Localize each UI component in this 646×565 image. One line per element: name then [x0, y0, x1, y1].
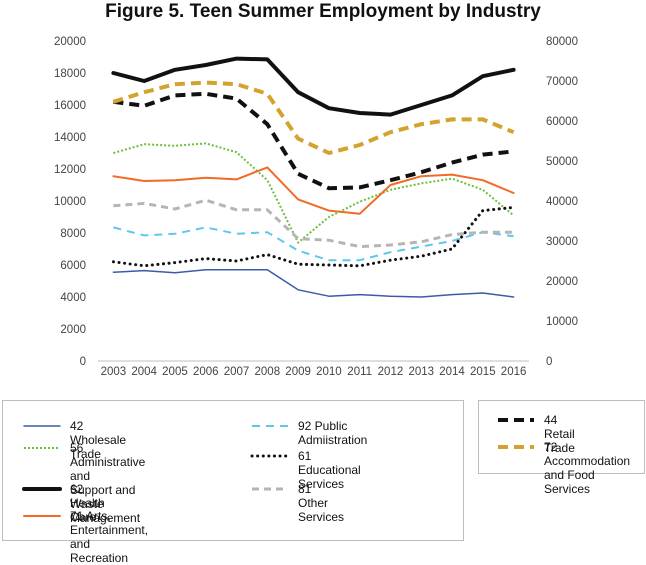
series-line-61-educational-services	[111, 205, 516, 268]
legend-swatch	[23, 515, 61, 517]
series-line-71-arts-entertainment	[112, 166, 515, 215]
legend-label: 62 Health Care	[70, 482, 105, 524]
y-left-tick-label: 16000	[54, 100, 86, 112]
y-left-tick-label: 6000	[60, 260, 86, 272]
y-left-tick-label: 2000	[60, 324, 86, 336]
x-tick-label: 2007	[224, 366, 250, 378]
y-right-tick-label: 10000	[546, 316, 578, 328]
y-right-tick-label: 70000	[546, 76, 578, 88]
legend-swatch	[252, 425, 288, 427]
legend-swatch	[498, 445, 534, 449]
legend-label: 71 Arts, Entertainment, and Recreation	[70, 509, 149, 565]
series-line-72-accommodation	[112, 80, 515, 155]
x-tick-label: 2009	[285, 366, 311, 378]
x-tick-label: 2010	[316, 366, 342, 378]
y-right-tick-label: 0	[546, 356, 552, 368]
legend-left-box	[2, 400, 464, 541]
legend-label: 92 Public Admiistration	[298, 419, 368, 447]
y-left-tick-label: 8000	[60, 228, 86, 240]
x-tick-label: 2016	[501, 366, 527, 378]
y-left-tick-label: 20000	[54, 36, 86, 48]
x-tick-label: 2014	[439, 366, 465, 378]
x-tick-label: 2011	[347, 366, 372, 378]
y-left-tick-label: 0	[80, 356, 86, 368]
y-left-tick-label: 4000	[60, 292, 86, 304]
legend-swatch	[22, 487, 62, 491]
legend-swatch	[498, 418, 534, 422]
y-left-tick-label: 18000	[54, 68, 86, 80]
legend-swatch	[23, 425, 61, 427]
y-right-tick-label: 40000	[546, 196, 578, 208]
series-line-44-retail-trade	[113, 91, 514, 191]
legend-label: 72 Accommodation and Food Services	[544, 440, 631, 496]
x-tick-label: 2012	[378, 366, 404, 378]
legend-label: 42 Wholesale Trade	[70, 419, 127, 461]
y-right-tick-label: 50000	[546, 156, 578, 168]
series-line-42-wholesale-trade	[112, 269, 515, 298]
legend-label: 44 Retail Trade	[544, 413, 575, 455]
series-line-56-administrative-and	[113, 142, 515, 244]
legend-label: 61 Educational Services	[298, 449, 361, 491]
y-right-tick-label: 20000	[546, 276, 578, 288]
legend-label: 56 Administrative and Support and Waste …	[70, 441, 146, 525]
y-left-tick-label: 12000	[54, 164, 86, 176]
y-right-tick-label: 80000	[546, 36, 578, 48]
x-tick-label: 2005	[162, 366, 188, 378]
legend-label: 81 Other Services	[298, 482, 345, 524]
legend-swatch	[250, 454, 290, 458]
chart-axes: 0 2000 4000 6000 8000 10000 12000 14000 16000 180…	[54, 36, 578, 378]
legend-swatch	[24, 447, 60, 449]
x-tick-label: 2006	[193, 366, 219, 378]
series-line-81-other-services	[113, 198, 514, 249]
legend-right-box	[478, 400, 645, 474]
line-chart: 0 2000 4000 6000 8000 10000 12000 14000 16000 180…	[54, 36, 578, 378]
y-right-tick-label: 60000	[546, 116, 578, 128]
series-line-92-public-admiistration	[113, 226, 514, 262]
chart-title: Figure 5. Teen Summer Employment by Indu…	[105, 1, 541, 22]
x-tick-label: 2008	[255, 366, 281, 378]
chart-series	[111, 56, 516, 298]
y-left-tick-label: 14000	[54, 132, 86, 144]
legend-swatch	[252, 487, 288, 491]
y-left-tick-label: 10000	[54, 196, 86, 208]
y-right-tick-label: 30000	[546, 236, 578, 248]
x-tick-label: 2004	[131, 366, 157, 378]
x-tick-label: 2003	[101, 366, 127, 378]
series-line-62-health-care	[111, 56, 516, 117]
x-tick-label: 2015	[470, 366, 496, 378]
x-tick-label: 2013	[408, 366, 434, 378]
